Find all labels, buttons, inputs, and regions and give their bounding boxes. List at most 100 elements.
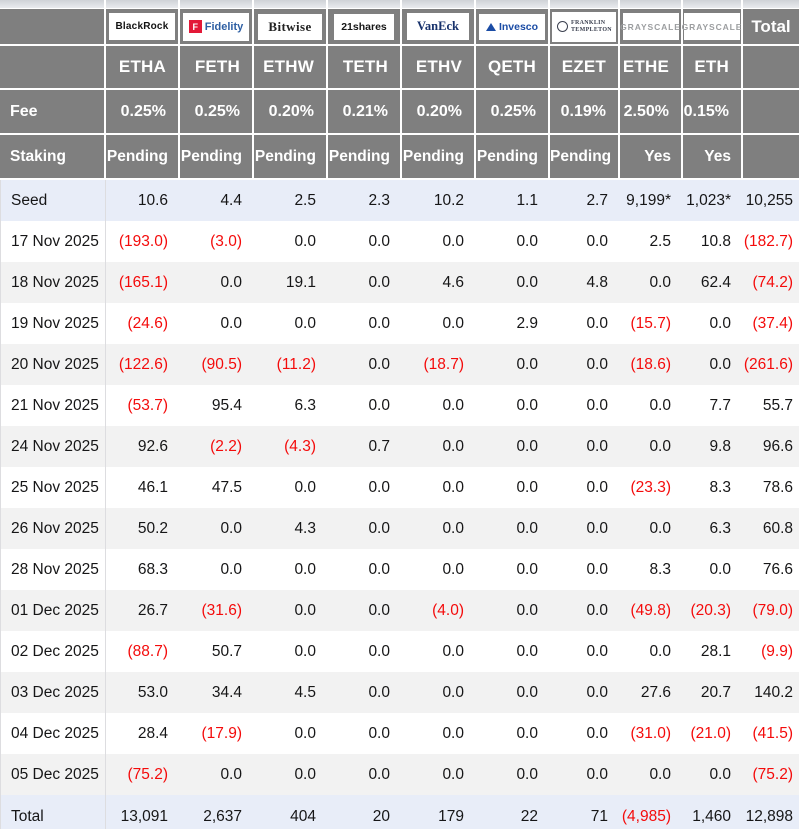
strip-cell bbox=[550, 0, 620, 9]
value-cell: (4.3) bbox=[254, 426, 328, 467]
fee-cell: 0.25% bbox=[180, 90, 254, 135]
value-cell: 28.4 bbox=[106, 713, 180, 754]
value-cell: 0.0 bbox=[328, 713, 402, 754]
header-grayscale-ethe: GRAYSCALE bbox=[620, 9, 683, 46]
fee-total-blank bbox=[743, 90, 799, 135]
value-cell: 0.0 bbox=[620, 385, 683, 426]
value-cell: 0.7 bbox=[328, 426, 402, 467]
row-total-cell: (74.2) bbox=[743, 262, 799, 303]
invesco-mountain-icon bbox=[485, 22, 496, 31]
ticker-row: ETHA FETH ETHW TETH ETHV QETH EZET ETHE … bbox=[0, 46, 799, 90]
value-cell: 0.0 bbox=[180, 549, 254, 590]
value-cell: 0.0 bbox=[328, 508, 402, 549]
seed-row-label: Seed bbox=[0, 180, 106, 221]
value-cell: 0.0 bbox=[254, 303, 328, 344]
staking-total-blank bbox=[743, 135, 799, 180]
row-total-cell: (41.5) bbox=[743, 713, 799, 754]
date-label: 05 Dec 2025 bbox=[0, 754, 106, 795]
value-cell: 0.0 bbox=[620, 754, 683, 795]
value-cell: 10.2 bbox=[402, 180, 476, 221]
value-cell: 92.6 bbox=[106, 426, 180, 467]
date-label: 21 Nov 2025 bbox=[0, 385, 106, 426]
value-cell: (21.0) bbox=[683, 713, 743, 754]
value-cell: 0.0 bbox=[550, 344, 620, 385]
ticker-teth: TETH bbox=[328, 46, 402, 90]
value-cell: 0.0 bbox=[328, 344, 402, 385]
value-cell: 0.0 bbox=[550, 549, 620, 590]
header-franklin-templeton: FRANKLIN TEMPLETON bbox=[550, 9, 620, 46]
value-cell: (17.9) bbox=[180, 713, 254, 754]
value-cell: 0.0 bbox=[476, 426, 550, 467]
row-total-cell: 96.6 bbox=[743, 426, 799, 467]
table-row: 25 Nov 2025 46.1 47.5 0.0 0.0 0.0 0.0 0.0 (23.3)… bbox=[0, 467, 799, 508]
value-cell: 0.0 bbox=[683, 344, 743, 385]
value-cell: 0.0 bbox=[402, 385, 476, 426]
value-cell: 47.5 bbox=[180, 467, 254, 508]
ticker-etha: ETHA bbox=[106, 46, 180, 90]
table-row: 24 Nov 2025 92.6 (2.2) (4.3) 0.7 0.0 0.0 0.0 0.0… bbox=[0, 426, 799, 467]
value-cell: 0.0 bbox=[254, 221, 328, 262]
fee-cell: 0.25% bbox=[476, 90, 550, 135]
staking-cell: Pending bbox=[254, 135, 328, 180]
strip-cell bbox=[743, 0, 799, 9]
value-cell: 26.7 bbox=[106, 590, 180, 631]
fee-cell: 0.19% bbox=[550, 90, 620, 135]
value-cell: (4,985) bbox=[620, 795, 683, 829]
value-cell: (3.0) bbox=[180, 221, 254, 262]
value-cell: 0.0 bbox=[550, 754, 620, 795]
grayscale-logo: GRAYSCALE bbox=[682, 13, 741, 40]
value-cell: 0.0 bbox=[402, 631, 476, 672]
table-row: 04 Dec 2025 28.4 (17.9) 0.0 0.0 0.0 0.0 0.0 (31.… bbox=[0, 713, 799, 754]
franklin-templeton-logo: FRANKLIN TEMPLETON bbox=[552, 11, 616, 42]
value-cell: (88.7) bbox=[106, 631, 180, 672]
fee-cell: 0.20% bbox=[402, 90, 476, 135]
value-cell: (18.6) bbox=[620, 344, 683, 385]
table-row: 05 Dec 2025 (75.2) 0.0 0.0 0.0 0.0 0.0 0.0 0.0 0.… bbox=[0, 754, 799, 795]
row-total-cell: 60.8 bbox=[743, 508, 799, 549]
value-cell: 404 bbox=[254, 795, 328, 829]
fee-row-label: Fee bbox=[0, 90, 106, 135]
value-cell: (193.0) bbox=[106, 221, 180, 262]
value-cell: 0.0 bbox=[328, 590, 402, 631]
value-cell: 9.8 bbox=[683, 426, 743, 467]
value-cell: 0.0 bbox=[620, 508, 683, 549]
value-cell: 71 bbox=[550, 795, 620, 829]
date-label: 04 Dec 2025 bbox=[0, 713, 106, 754]
header-blackrock: BlackRock bbox=[106, 9, 180, 46]
row-total-cell: (37.4) bbox=[743, 303, 799, 344]
ticker-total-blank bbox=[743, 46, 799, 90]
value-cell: 0.0 bbox=[683, 754, 743, 795]
value-cell: 0.0 bbox=[550, 303, 620, 344]
value-cell: 0.0 bbox=[550, 590, 620, 631]
ticker-eth: ETH bbox=[683, 46, 743, 90]
value-cell: 50.2 bbox=[106, 508, 180, 549]
value-cell: 0.0 bbox=[683, 549, 743, 590]
corner-cell bbox=[0, 9, 106, 46]
value-cell: 0.0 bbox=[254, 590, 328, 631]
value-cell: 1,460 bbox=[683, 795, 743, 829]
21shares-logo: 21shares bbox=[334, 13, 394, 40]
value-cell: 0.0 bbox=[402, 467, 476, 508]
value-cell: 68.3 bbox=[106, 549, 180, 590]
header-bitwise: Bitwise bbox=[254, 9, 328, 46]
value-cell: 0.0 bbox=[476, 508, 550, 549]
table-row: 19 Nov 2025 (24.6) 0.0 0.0 0.0 0.0 2.9 0.0 (15.7… bbox=[0, 303, 799, 344]
value-cell: 9,199* bbox=[620, 180, 683, 221]
ticker-row-label bbox=[0, 46, 106, 90]
total-row: Total 13,091 2,637 404 20 179 22 71 (4,985) 1,460… bbox=[0, 795, 799, 829]
value-cell: (165.1) bbox=[106, 262, 180, 303]
value-cell: 0.0 bbox=[402, 426, 476, 467]
value-cell: 1.1 bbox=[476, 180, 550, 221]
value-cell: 0.0 bbox=[683, 303, 743, 344]
row-total-cell: 140.2 bbox=[743, 672, 799, 713]
staking-cell: Pending bbox=[476, 135, 550, 180]
value-cell: 0.0 bbox=[620, 631, 683, 672]
staking-row: Staking Pending Pending Pending Pending … bbox=[0, 135, 799, 180]
staking-cell: Pending bbox=[180, 135, 254, 180]
date-label: 25 Nov 2025 bbox=[0, 467, 106, 508]
value-cell: (24.6) bbox=[106, 303, 180, 344]
value-cell: 0.0 bbox=[476, 221, 550, 262]
strip-cell bbox=[620, 0, 683, 9]
staking-cell: Pending bbox=[106, 135, 180, 180]
date-label: 19 Nov 2025 bbox=[0, 303, 106, 344]
